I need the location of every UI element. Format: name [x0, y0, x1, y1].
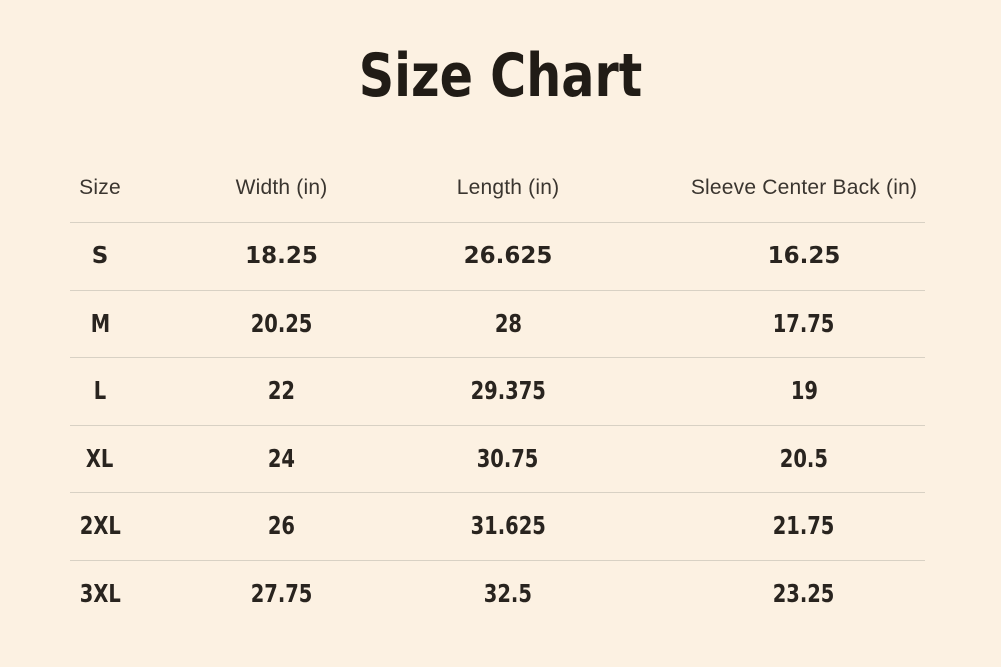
sleeve-value: 17.75: [773, 308, 835, 338]
table-row: S 18.25 26.625 16.25: [70, 222, 1001, 290]
width-cell: 20.25: [130, 309, 433, 338]
table-row: 2XL 26 31.625 21.75: [70, 492, 1001, 560]
sleeve-cell: 16.25: [583, 243, 1001, 269]
sleeve-value: 23.25: [773, 578, 835, 608]
column-header-size: Size: [70, 176, 130, 200]
size-value: S: [91, 242, 109, 269]
width-value: 27.75: [250, 578, 313, 608]
size-cell: XL: [70, 444, 130, 473]
sleeve-value: 19: [790, 376, 818, 406]
width-cell: 26: [130, 511, 433, 540]
length-value: 26.625: [463, 242, 553, 269]
size-value: 2XL: [79, 511, 121, 541]
sleeve-cell: 19: [583, 376, 1001, 405]
sleeve-cell: 17.75: [583, 309, 1001, 338]
table-row: XL 24 30.75 20.5: [70, 424, 1001, 493]
length-cell: 28: [433, 309, 583, 338]
width-value: 20.25: [250, 308, 313, 338]
column-header-sleeve: Sleeve Center Back (in): [583, 176, 1001, 200]
width-value: 22: [267, 376, 296, 406]
column-header-label: Length (in): [456, 175, 560, 199]
width-value: 18.25: [245, 242, 318, 269]
length-value: 30.75: [477, 443, 539, 473]
length-value: 29.375: [470, 376, 546, 406]
column-header-width: Width (in): [130, 176, 433, 200]
sleeve-value: 21.75: [773, 511, 835, 541]
length-cell: 30.75: [433, 444, 583, 473]
size-cell: 3XL: [70, 579, 130, 608]
width-cell: 18.25: [130, 243, 433, 269]
size-cell: S: [70, 243, 130, 269]
table-header-row: Size Width (in) Length (in) Sleeve Cente…: [70, 153, 1001, 222]
width-cell: 27.75: [130, 579, 433, 608]
sleeve-value: 20.5: [779, 443, 829, 473]
page-title: Size Chart: [358, 41, 643, 111]
length-cell: 26.625: [433, 243, 583, 269]
length-value: 31.625: [470, 511, 546, 541]
size-chart-page: Size Chart Size Width (in) Length (in) S…: [0, 41, 1001, 627]
size-value: 3XL: [79, 578, 121, 608]
size-value: XL: [86, 443, 114, 473]
sleeve-cell: 20.5: [583, 444, 1001, 473]
column-header-length: Length (in): [433, 176, 583, 200]
size-value: M: [90, 308, 110, 338]
table-row: M 20.25 28 17.75: [70, 289, 1001, 358]
width-cell: 24: [130, 444, 433, 473]
sleeve-value: 16.25: [767, 242, 841, 269]
table-row: 3XL 27.75 32.5 23.25: [70, 559, 1001, 628]
column-header-label: Size: [79, 175, 121, 199]
table-body: S 18.25 26.625 16.25 M 20.25 28 17.75 L …: [70, 222, 1001, 627]
sleeve-cell: 23.25: [583, 579, 1001, 608]
sleeve-cell: 21.75: [583, 511, 1001, 540]
size-cell: 2XL: [70, 511, 130, 540]
width-value: 26: [267, 511, 296, 541]
length-cell: 32.5: [433, 579, 583, 608]
size-value: L: [93, 376, 107, 406]
length-cell: 29.375: [433, 376, 583, 405]
length-cell: 31.625: [433, 511, 583, 540]
length-value: 32.5: [483, 578, 533, 608]
width-cell: 22: [130, 376, 433, 405]
size-cell: M: [70, 309, 130, 338]
column-header-label: Width (in): [235, 175, 328, 199]
length-value: 28: [494, 308, 522, 338]
column-header-label: Sleeve Center Back (in): [690, 175, 918, 199]
table-row: L 22 29.375 19: [70, 357, 1001, 425]
size-chart-table: Size Width (in) Length (in) Sleeve Cente…: [0, 153, 1001, 627]
size-cell: L: [70, 376, 130, 405]
width-value: 24: [267, 443, 296, 473]
